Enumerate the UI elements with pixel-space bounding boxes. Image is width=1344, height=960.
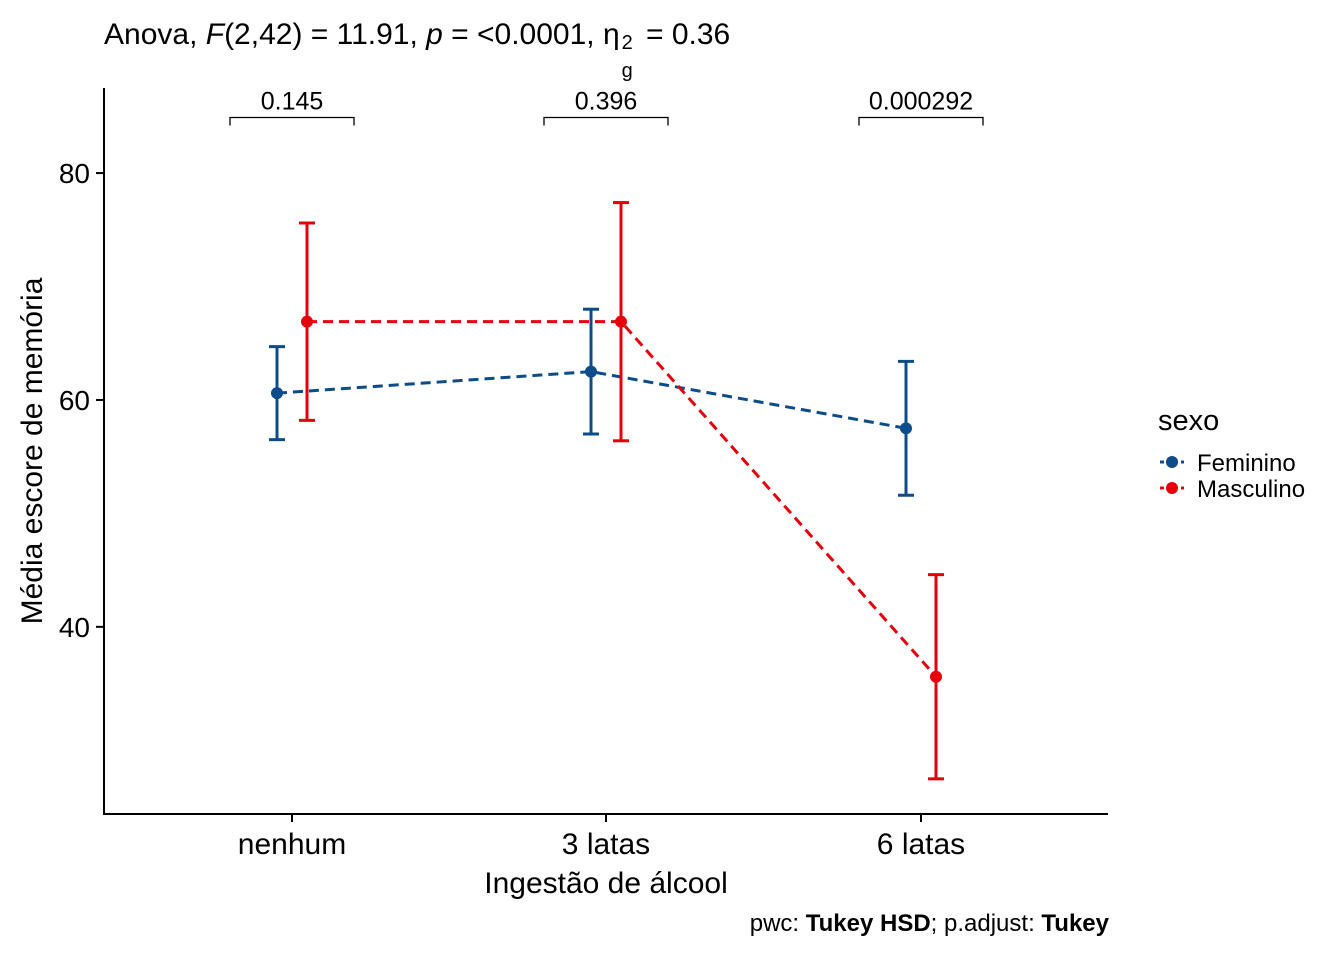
- significance-bracket-1: [229, 116, 355, 126]
- point-feminino-1: [271, 387, 283, 400]
- significance-bracket-2: [543, 116, 669, 126]
- title-p-value: = <0.0001,: [442, 18, 603, 51]
- chart-caption: pwc: Tukey HSD; p.adjust: Tukey: [750, 910, 1109, 938]
- legend-title: sexo: [1158, 405, 1219, 437]
- significance-label-1: 0.145: [261, 87, 324, 115]
- title-eta-sub: g: [621, 60, 633, 82]
- point-feminino-3: [900, 422, 912, 435]
- title-eta-value: = 0.36: [637, 18, 731, 51]
- title-f-symbol: F: [205, 18, 225, 51]
- significance-label-3: 0.000292: [869, 87, 973, 115]
- caption-pwc-value: Tukey HSD: [805, 910, 931, 937]
- y-axis-title: Média escore de memória: [16, 277, 49, 624]
- series-line-feminino: [276, 370, 907, 430]
- significance-bracket-3: [858, 116, 984, 126]
- x-tick-label-2: 3 latas: [562, 828, 650, 861]
- title-f-args: (2,42) = 11.91,: [224, 18, 427, 51]
- point-feminino-2: [585, 365, 597, 378]
- caption-pwc-label: pwc:: [749, 910, 806, 937]
- y-tick-label-40: 40: [59, 612, 90, 643]
- x-tick-label-1: nenhum: [238, 828, 346, 861]
- caption-adjust-value: Tukey: [1041, 910, 1109, 937]
- title-eta-symbol: η: [602, 18, 620, 51]
- title-eta-sup: 2: [621, 32, 633, 54]
- caption-adjust-label: ; p.adjust:: [930, 910, 1042, 937]
- legend-marker-feminino: [1166, 456, 1178, 468]
- x-axis-title: Ingestão de álcool: [484, 867, 728, 900]
- title-p-symbol: p: [426, 18, 443, 51]
- legend-label-masculino: Masculino: [1197, 476, 1305, 503]
- x-tick-label-3: 6 latas: [877, 828, 965, 861]
- title-prefix: Anova,: [104, 18, 206, 51]
- y-tick-label-60: 60: [59, 385, 90, 416]
- point-masculino-2: [615, 315, 627, 328]
- legend-label-feminino: Feminino: [1197, 450, 1296, 477]
- legend-marker-masculino: [1166, 482, 1178, 494]
- point-masculino-1: [301, 315, 313, 328]
- point-masculino-3: [930, 670, 942, 683]
- y-tick-label-80: 80: [59, 158, 90, 189]
- significance-label-2: 0.396: [575, 87, 638, 115]
